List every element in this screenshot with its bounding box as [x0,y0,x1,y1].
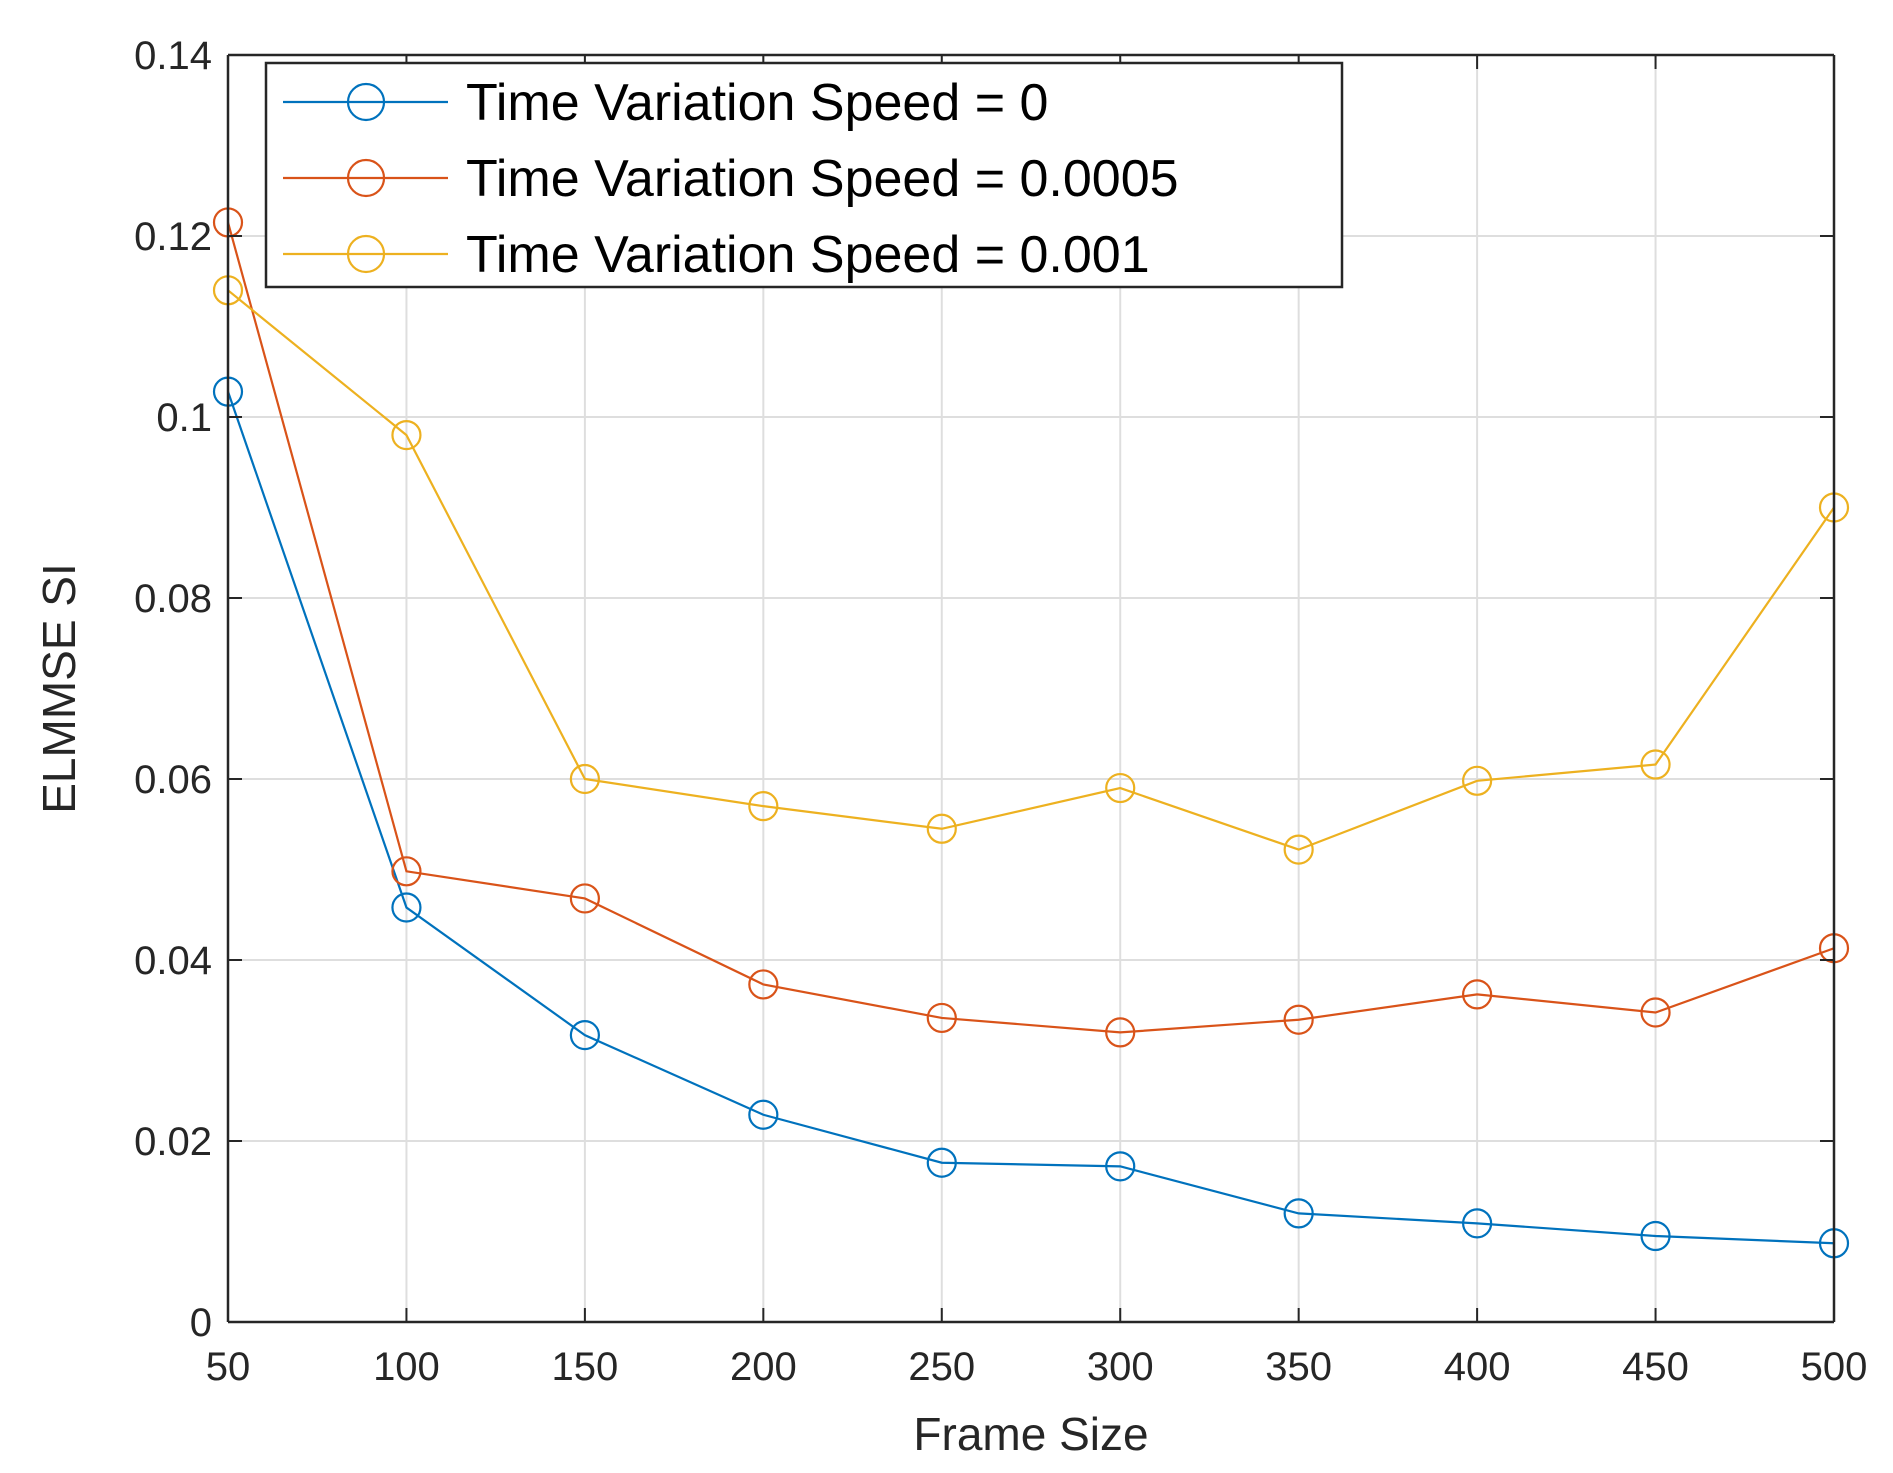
data-point-s2-5 [1105,772,1136,804]
x-tick-label-2: 150 [552,1345,619,1389]
x-tick-label-4: 250 [908,1345,975,1389]
legend: Time Variation Speed = 0 Time Variation S… [264,61,1344,289]
x-tick-label-9: 500 [1801,1345,1868,1389]
legend-label-0: Time Variation Speed = 0 [466,74,1048,132]
data-point-s1-6 [1283,1004,1314,1035]
x-axis-title: Frame Size [913,1408,1148,1460]
legend-entry-0: Time Variation Speed = 0 [283,74,1048,132]
x-axis-ticks: 50 100 150 200 250 300 350 400 450 500 [206,55,1868,1389]
data-point-s1-1 [391,856,422,887]
data-point-s0-4 [926,1147,957,1178]
data-point-s0-5 [1105,1151,1136,1182]
x-tick-label-0: 50 [206,1345,251,1389]
legend-entry-1: Time Variation Speed = 0.0005 [283,150,1179,208]
series-line-1 [226,222,1835,1034]
legend-box [264,61,1344,289]
axes [226,53,1836,1324]
series-line-0 [226,391,1835,1245]
x-tick-label-3: 200 [730,1345,797,1389]
data-point-s1-5 [1105,1017,1136,1048]
y-tick-label-5: 0.1 [156,396,212,440]
y-tick-label-3: 0.06 [134,758,212,802]
data-point-s1-7 [1462,979,1493,1010]
data-point-s2-7 [1462,765,1493,796]
y-tick-label-6: 0.12 [134,215,212,259]
data-point-s0-8 [1640,1220,1671,1252]
y-tick-label-4: 0.08 [134,577,212,621]
data-point-s2-6 [1283,834,1314,865]
x-tick-label-7: 400 [1444,1345,1511,1389]
x-tick-label-1: 100 [373,1345,440,1389]
series-lines [226,222,1835,1245]
x-tick-label-5: 300 [1087,1345,1154,1389]
data-point-s2-2 [569,763,600,795]
legend-marker-2 [346,234,386,274]
data-point-s0-1 [391,892,422,923]
x-tick-label-8: 450 [1622,1345,1689,1389]
data-point-s1-3 [748,969,779,1000]
data-point-s2-1 [391,420,422,451]
series-line-2 [227,289,1835,851]
y-tick-label-2: 0.04 [134,939,212,983]
data-point-s1-8 [1640,997,1671,1028]
x-tick-label-6: 350 [1265,1345,1332,1389]
legend-marker-0 [346,82,386,122]
y-tick-label-7: 0.14 [134,34,212,78]
data-point-s0-7 [1462,1208,1493,1239]
data-point-s0-2 [569,1020,600,1051]
data-point-s1-4 [926,1002,957,1034]
y-tick-label-0: 0 [190,1301,212,1345]
legend-label-1: Time Variation Speed = 0.0005 [466,150,1179,208]
legend-marker-1 [346,158,386,198]
legend-entry-2: Time Variation Speed = 0.001 [283,226,1150,284]
data-point-s2-3 [748,791,779,822]
data-point-s0-3 [748,1099,779,1130]
y-axis-title: ELMMSE SI [33,563,85,814]
data-point-s2-4 [926,813,957,844]
legend-label-2: Time Variation Speed = 0.001 [466,226,1150,284]
data-point-s2-8 [1640,749,1671,780]
data-point-s0-6 [1283,1198,1314,1229]
y-axis-ticks: 0 0.02 0.04 0.06 0.08 0.1 0.12 0.14 [134,34,1834,1345]
y-tick-label-1: 0.02 [134,1120,212,1164]
data-point-s1-2 [569,883,600,914]
